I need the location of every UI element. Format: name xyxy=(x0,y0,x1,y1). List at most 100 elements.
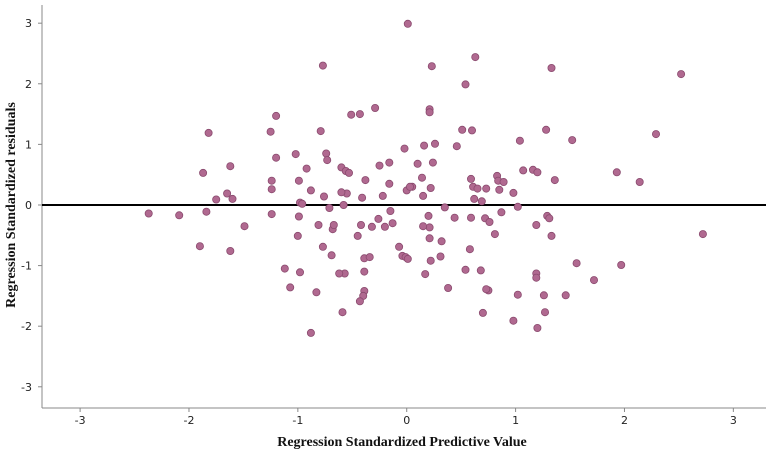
scatter-point xyxy=(450,213,459,222)
scatter-point xyxy=(361,176,370,185)
x-axis-title: Regression Standardized Predictive Value xyxy=(277,435,527,450)
scatter-point xyxy=(424,211,433,220)
scatter-point xyxy=(291,150,300,159)
y-axis-title: Regression Standardized residuals xyxy=(4,102,19,308)
scatter-point xyxy=(403,254,412,263)
scatter-point xyxy=(513,290,522,299)
x-tick-label: -1 xyxy=(292,414,303,427)
scatter-point xyxy=(280,264,289,273)
scatter-point xyxy=(419,191,428,200)
scatter-point xyxy=(485,217,494,226)
scatter-point xyxy=(532,273,541,282)
scatter-point xyxy=(144,209,153,218)
scatter-point xyxy=(323,156,332,165)
scatter-point xyxy=(355,297,364,306)
scatter-point xyxy=(204,128,213,137)
scatter-point xyxy=(458,125,467,134)
y-tick-label: 3 xyxy=(25,17,32,30)
y-tick-label: 0 xyxy=(25,199,32,212)
scatter-point xyxy=(314,220,323,229)
scatter-point xyxy=(375,161,384,170)
scatter-point xyxy=(590,276,599,285)
scatter-point xyxy=(509,316,518,325)
scatter-point xyxy=(294,176,303,185)
scatter-point xyxy=(519,166,528,175)
x-tick-label: 0 xyxy=(403,414,410,427)
scatter-point xyxy=(400,144,409,153)
x-tick-label: -3 xyxy=(75,414,86,427)
x-tick-label: 2 xyxy=(621,414,628,427)
scatter-point xyxy=(322,149,331,158)
scatter-point xyxy=(545,214,554,223)
scatter-point xyxy=(337,188,346,197)
scatter-point xyxy=(466,174,475,183)
scatter-point xyxy=(318,61,327,70)
scatter-point xyxy=(421,270,430,279)
scatter-point xyxy=(437,237,446,246)
scatter-point xyxy=(386,206,395,215)
scatter-point xyxy=(515,136,524,145)
scatter-point xyxy=(355,110,364,119)
scatter-point xyxy=(427,62,436,71)
scatter-point xyxy=(478,308,487,317)
x-tick-label: -2 xyxy=(183,414,194,427)
scatter-point xyxy=(547,231,556,240)
scatter-point xyxy=(572,259,581,268)
scatter-point xyxy=(541,308,550,317)
scatter-point xyxy=(561,291,570,300)
scatter-point xyxy=(677,70,686,79)
scatter-point xyxy=(365,253,374,262)
scatter-point xyxy=(482,184,491,193)
scatter-point xyxy=(482,285,491,294)
scatter-point xyxy=(388,219,397,228)
scatter-point xyxy=(358,193,367,202)
scatter-point xyxy=(212,195,221,204)
scatter-point xyxy=(267,176,276,185)
scatter-point xyxy=(266,127,275,136)
scatter-point xyxy=(425,223,434,232)
scatter-point xyxy=(452,142,461,151)
scatter-point xyxy=(335,269,344,278)
scatter-point xyxy=(378,191,387,200)
scatter-point xyxy=(223,189,232,198)
scatter-point xyxy=(325,203,334,212)
scatter-point xyxy=(547,64,556,73)
scatter-point xyxy=(465,245,474,254)
y-tick-label: 1 xyxy=(25,138,32,151)
scatter-point xyxy=(302,164,311,173)
x-tick-label: 3 xyxy=(730,414,737,427)
scatter-point xyxy=(509,188,518,197)
scatter-point xyxy=(294,212,303,221)
scatter-point xyxy=(513,202,522,211)
scatter-point xyxy=(405,182,414,191)
scatter-point xyxy=(635,177,644,186)
scatter-point xyxy=(495,185,504,194)
scatter-point xyxy=(471,53,480,62)
scatter-point xyxy=(199,168,208,177)
scatter-point xyxy=(272,153,281,162)
scatter-point xyxy=(293,231,302,240)
scatter-point xyxy=(267,210,276,219)
scatter-point xyxy=(298,199,307,208)
scatter-point xyxy=(226,162,235,171)
scatter-point xyxy=(175,211,184,220)
scatter-point xyxy=(329,220,338,229)
y-tick-label: -2 xyxy=(21,320,32,333)
scatter-point xyxy=(319,192,328,201)
scatter-point xyxy=(652,130,661,139)
scatter-point xyxy=(490,230,499,239)
scatter-point xyxy=(356,220,365,229)
scatter-point xyxy=(542,125,551,134)
scatter-point xyxy=(425,234,434,243)
scatter-point xyxy=(306,186,315,195)
scatter-point xyxy=(473,184,482,193)
scatter-point xyxy=(532,220,541,229)
scatter-point xyxy=(436,252,445,261)
scatter-point xyxy=(417,173,426,182)
scatter-point xyxy=(395,242,404,251)
scatter-point xyxy=(318,242,327,251)
scatter-point xyxy=(240,222,249,231)
scatter-point xyxy=(371,104,380,113)
